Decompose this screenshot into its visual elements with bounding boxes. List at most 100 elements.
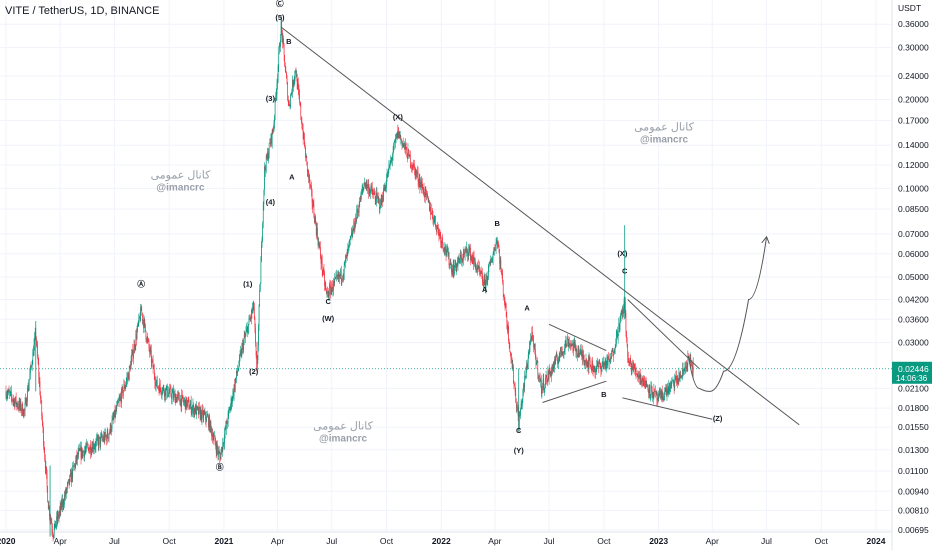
candle bbox=[226, 418, 228, 425]
candle bbox=[115, 405, 117, 412]
candle-body bbox=[179, 400, 181, 406]
candle bbox=[134, 340, 135, 354]
candle-body bbox=[412, 163, 414, 169]
candle bbox=[411, 164, 413, 174]
candle-body bbox=[638, 374, 640, 378]
candle bbox=[400, 134, 402, 140]
candle bbox=[202, 403, 203, 415]
candle-body bbox=[679, 372, 680, 381]
candle bbox=[667, 386, 669, 398]
candle-body bbox=[591, 368, 592, 371]
candle bbox=[214, 430, 215, 437]
candle-body bbox=[636, 373, 637, 374]
candle bbox=[549, 364, 551, 375]
candle-body bbox=[399, 131, 400, 139]
candle bbox=[186, 398, 188, 411]
candle-body bbox=[220, 451, 222, 460]
candle bbox=[414, 168, 416, 179]
candle bbox=[286, 71, 287, 79]
candle-body bbox=[474, 259, 475, 261]
candle bbox=[379, 198, 380, 215]
candle-body bbox=[532, 331, 533, 336]
candle-body bbox=[293, 82, 294, 87]
candle-body bbox=[467, 249, 468, 256]
candle bbox=[340, 267, 342, 279]
candle bbox=[669, 382, 670, 395]
candle-body bbox=[301, 121, 303, 129]
candle bbox=[415, 168, 417, 180]
candle bbox=[298, 84, 300, 99]
candle-body bbox=[539, 376, 541, 382]
candle-body bbox=[40, 399, 42, 402]
candle bbox=[86, 442, 88, 446]
candle bbox=[343, 261, 345, 280]
candle-body bbox=[330, 289, 332, 295]
candle bbox=[558, 352, 560, 362]
candle bbox=[51, 518, 53, 536]
candle bbox=[184, 397, 185, 407]
candle bbox=[220, 448, 222, 460]
candle bbox=[538, 372, 540, 383]
candle bbox=[328, 290, 330, 301]
candle bbox=[7, 388, 9, 400]
candle bbox=[290, 93, 291, 109]
candle bbox=[102, 435, 104, 442]
candle-body bbox=[46, 466, 47, 475]
candle bbox=[468, 243, 470, 256]
candle bbox=[320, 253, 322, 270]
candle bbox=[596, 359, 598, 375]
candle-body bbox=[442, 243, 444, 249]
candle bbox=[595, 366, 597, 373]
candle bbox=[28, 379, 29, 392]
candle bbox=[445, 243, 446, 256]
candle-body bbox=[243, 341, 244, 351]
candle-body bbox=[44, 451, 46, 460]
candle-body bbox=[76, 455, 78, 460]
candle bbox=[493, 247, 495, 256]
candle-body bbox=[233, 384, 235, 396]
candle bbox=[602, 357, 604, 367]
candle bbox=[298, 77, 299, 96]
candle-body bbox=[218, 451, 219, 455]
candle bbox=[18, 397, 20, 413]
candle bbox=[439, 229, 441, 239]
candle-body bbox=[637, 375, 639, 378]
candle bbox=[200, 410, 202, 423]
candle bbox=[495, 244, 496, 252]
candle-body bbox=[79, 448, 81, 451]
candle bbox=[184, 399, 186, 414]
candle bbox=[455, 263, 457, 272]
candle bbox=[168, 386, 169, 398]
candle bbox=[71, 469, 73, 483]
candle-body bbox=[47, 486, 49, 503]
candle-body bbox=[396, 133, 397, 138]
candle-body bbox=[604, 360, 606, 366]
candle-body bbox=[492, 253, 494, 259]
candle-body bbox=[586, 363, 588, 367]
candle bbox=[31, 364, 32, 371]
candle bbox=[121, 387, 122, 408]
candle bbox=[55, 524, 57, 530]
candle bbox=[108, 437, 109, 442]
candle-body bbox=[167, 385, 168, 397]
candle-body bbox=[446, 247, 448, 255]
candle bbox=[433, 216, 434, 227]
candle-body bbox=[399, 136, 401, 139]
candle-body bbox=[655, 391, 657, 394]
candle bbox=[264, 162, 265, 196]
candle-body bbox=[130, 360, 132, 370]
candle bbox=[39, 377, 41, 396]
candle bbox=[76, 450, 78, 464]
candle bbox=[100, 432, 102, 451]
wave-label: A bbox=[482, 285, 488, 294]
candle bbox=[142, 319, 144, 326]
candle bbox=[360, 191, 362, 202]
candle-body bbox=[415, 169, 417, 177]
candle bbox=[685, 361, 687, 373]
candle bbox=[29, 367, 31, 380]
candle-body bbox=[142, 320, 144, 321]
candle-body bbox=[335, 275, 337, 278]
candle-body bbox=[87, 445, 88, 446]
